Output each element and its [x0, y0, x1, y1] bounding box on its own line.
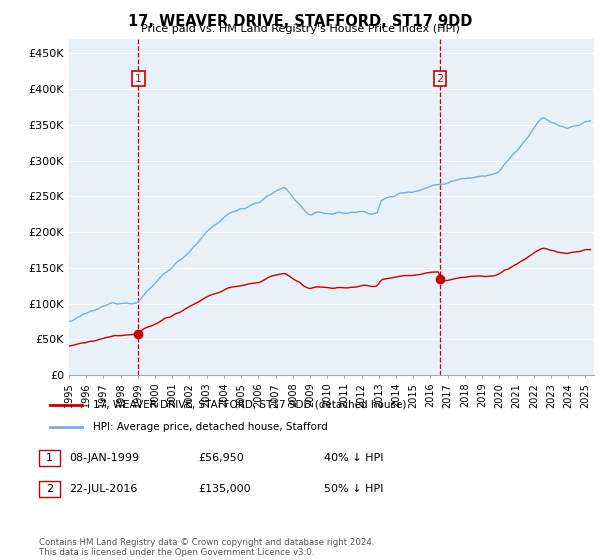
Text: 1: 1	[46, 453, 53, 463]
Text: 50% ↓ HPI: 50% ↓ HPI	[324, 484, 383, 494]
Text: 17, WEAVER DRIVE, STAFFORD, ST17 9DD (detached house): 17, WEAVER DRIVE, STAFFORD, ST17 9DD (de…	[94, 400, 407, 410]
Text: 40% ↓ HPI: 40% ↓ HPI	[324, 453, 383, 463]
Text: Contains HM Land Registry data © Crown copyright and database right 2024.
This d: Contains HM Land Registry data © Crown c…	[39, 538, 374, 557]
Text: 22-JUL-2016: 22-JUL-2016	[69, 484, 137, 494]
Text: 2: 2	[46, 484, 53, 494]
Text: 2: 2	[436, 73, 443, 83]
Text: 1: 1	[135, 73, 142, 83]
Text: 17, WEAVER DRIVE, STAFFORD, ST17 9DD: 17, WEAVER DRIVE, STAFFORD, ST17 9DD	[128, 14, 472, 29]
Text: 08-JAN-1999: 08-JAN-1999	[69, 453, 139, 463]
Text: HPI: Average price, detached house, Stafford: HPI: Average price, detached house, Staf…	[94, 422, 328, 432]
Text: £56,950: £56,950	[198, 453, 244, 463]
Text: Price paid vs. HM Land Registry's House Price Index (HPI): Price paid vs. HM Land Registry's House …	[140, 24, 460, 34]
Text: £135,000: £135,000	[198, 484, 251, 494]
